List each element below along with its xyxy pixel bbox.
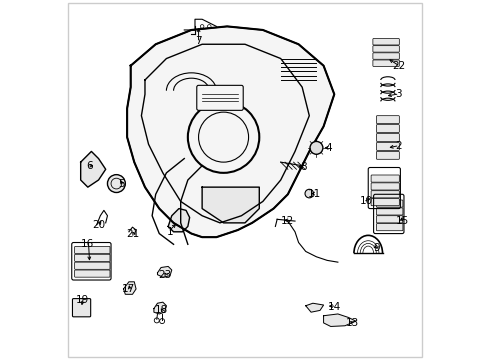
Circle shape [305,189,314,198]
Text: 3: 3 [395,89,402,99]
Text: 1: 1 [167,227,173,237]
Polygon shape [157,266,172,277]
FancyBboxPatch shape [373,46,399,52]
Polygon shape [127,26,334,237]
Text: 14: 14 [328,302,341,312]
FancyBboxPatch shape [74,247,110,253]
Text: 17: 17 [122,284,136,294]
Polygon shape [168,208,190,232]
FancyBboxPatch shape [371,191,399,198]
FancyBboxPatch shape [373,53,399,59]
Text: 13: 13 [345,318,359,328]
Text: 7: 7 [195,36,202,46]
FancyBboxPatch shape [376,208,403,215]
Polygon shape [306,303,323,312]
Text: 22: 22 [392,61,405,71]
Text: 4: 4 [326,143,332,153]
Text: 6: 6 [86,161,93,171]
FancyBboxPatch shape [73,298,91,317]
Text: 20: 20 [92,220,105,230]
Text: 2: 2 [395,141,402,151]
Text: 16: 16 [81,239,95,249]
Text: 19: 19 [76,295,89,305]
FancyBboxPatch shape [376,125,399,132]
Text: 5: 5 [119,179,125,189]
Text: 21: 21 [126,229,139,239]
Text: 9: 9 [374,243,380,253]
FancyBboxPatch shape [376,216,403,223]
FancyBboxPatch shape [74,254,110,261]
FancyBboxPatch shape [74,270,110,277]
FancyBboxPatch shape [376,143,399,150]
Text: 12: 12 [281,216,294,226]
FancyBboxPatch shape [376,116,399,123]
FancyBboxPatch shape [371,183,399,190]
Polygon shape [81,152,106,187]
Text: 11: 11 [308,189,321,199]
Polygon shape [154,302,167,314]
Polygon shape [123,282,136,294]
Text: 18: 18 [154,305,168,315]
Text: 23: 23 [158,270,171,280]
FancyBboxPatch shape [371,175,399,182]
FancyBboxPatch shape [376,134,399,141]
Circle shape [107,175,125,193]
FancyBboxPatch shape [371,199,399,206]
FancyBboxPatch shape [74,262,110,269]
FancyBboxPatch shape [197,85,243,111]
Circle shape [310,141,323,154]
FancyBboxPatch shape [373,39,399,45]
Polygon shape [323,314,356,327]
Polygon shape [202,187,259,223]
Text: 8: 8 [301,162,307,172]
FancyBboxPatch shape [376,200,403,207]
FancyBboxPatch shape [376,152,399,159]
Text: 15: 15 [395,216,409,226]
Text: 10: 10 [360,197,373,206]
FancyBboxPatch shape [376,224,403,231]
FancyBboxPatch shape [373,60,399,66]
